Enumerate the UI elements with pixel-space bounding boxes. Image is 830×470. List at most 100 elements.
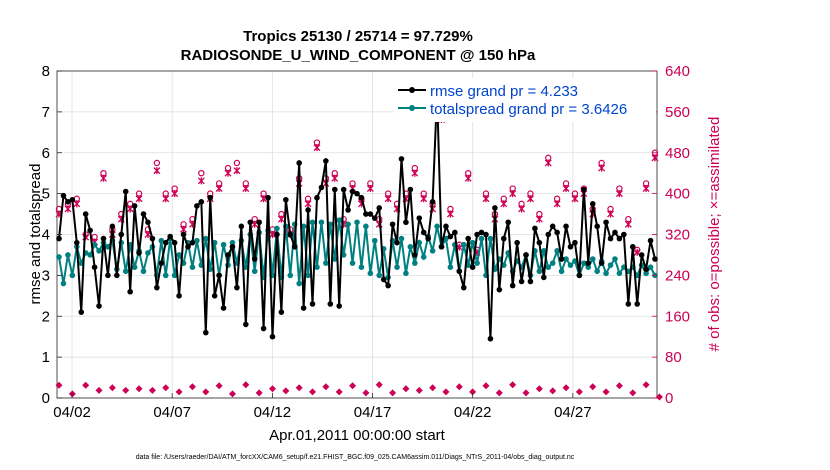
obs-bottom-point	[495, 389, 503, 397]
rmse-point	[492, 205, 498, 211]
obs-assimilated-point	[624, 220, 632, 228]
obs-bottom-point	[82, 381, 90, 389]
rmse-point	[274, 231, 280, 238]
rmse-point	[287, 231, 294, 238]
obs-bottom-point	[242, 381, 250, 389]
right-tick-label: 0	[665, 390, 673, 407]
x-tick-label: 04/22	[454, 404, 492, 421]
totalspread-point	[65, 252, 71, 258]
totalspread-point	[60, 280, 67, 287]
rmse-point	[634, 301, 641, 307]
obs-possible-point	[153, 159, 161, 167]
totalspread-point	[243, 264, 249, 271]
obs-bottom-point	[95, 386, 103, 394]
rmse-point	[140, 211, 147, 217]
totalspread-point	[549, 260, 556, 266]
rmse-point	[403, 219, 409, 226]
rmse-point	[549, 223, 556, 230]
rmse-point	[56, 235, 62, 242]
rmse-point	[354, 190, 360, 197]
rmse-point	[647, 237, 654, 244]
rmse-point	[256, 219, 262, 226]
rmse-point	[554, 229, 560, 236]
totalspread-point	[643, 270, 649, 277]
obs-assimilated-point	[242, 185, 250, 193]
obs-bottom-point	[282, 387, 290, 395]
rmse-point	[589, 201, 596, 207]
rmse-point	[612, 229, 618, 236]
x-tick-label: 04/07	[153, 404, 191, 421]
rmse-point	[345, 207, 351, 213]
rmse-point	[136, 250, 142, 256]
obs-assimilated-point	[171, 190, 179, 198]
left-tick-label: 7	[42, 104, 50, 121]
rmse-point	[616, 235, 623, 242]
rmse-point	[260, 325, 267, 332]
rmse-point	[318, 184, 325, 191]
rmse-point	[607, 235, 614, 242]
rmse-point	[314, 194, 320, 201]
rmse-point	[371, 215, 378, 221]
totalspread-point	[327, 221, 334, 228]
totalspread-point	[612, 256, 618, 262]
obs-bottom-point	[549, 387, 557, 395]
obs-bottom-point	[642, 381, 650, 389]
obs-bottom-point	[162, 384, 170, 392]
totalspread-point	[296, 280, 302, 287]
obs-bottom-point	[228, 390, 236, 398]
rmse-point	[483, 231, 489, 238]
rmse-layer	[56, 90, 658, 342]
totalspread-point	[647, 264, 654, 271]
rmse-point	[69, 196, 76, 203]
rmse-point	[211, 293, 218, 299]
right-tick-label: 400	[665, 186, 690, 203]
y-axis-label-left: rmse and totalspread	[27, 164, 44, 305]
legend-spread-label: totalspread grand pr = 3.6426	[430, 101, 627, 118]
obs-assimilated-point	[224, 169, 232, 177]
x-axis-label: Apr.01,2011 00:00:00 start	[269, 427, 446, 444]
obs-bottom-point	[295, 384, 303, 392]
rmse-point	[198, 199, 205, 205]
rmse-point	[305, 207, 311, 213]
totalspread-point	[554, 248, 560, 254]
rmse-point	[100, 235, 107, 242]
right-tick-label: 240	[665, 267, 690, 284]
rmse-point	[194, 203, 200, 209]
rmse-point	[514, 239, 520, 246]
obs-assimilated-point	[464, 174, 472, 182]
left-tick-label: 0	[42, 390, 50, 407]
rmse-point	[60, 192, 67, 199]
obs-bottom-point	[135, 385, 143, 393]
obs-assimilated-point	[651, 154, 659, 162]
totalspread-point	[403, 270, 409, 277]
totalspread-point	[345, 221, 351, 228]
obs-bottom-point	[455, 383, 463, 391]
rmse-point	[638, 252, 645, 258]
left-axis-ticks: 0 1 2 3 4 5 6 7 8	[42, 63, 62, 407]
obs-bottom-point	[575, 388, 583, 396]
rmse-point	[576, 272, 583, 279]
totalspread-point	[274, 225, 280, 232]
obs-bottom-point	[122, 386, 130, 394]
obs-bottom-point	[322, 383, 330, 391]
obs-assimilated-point	[518, 205, 526, 213]
totalspread-point	[314, 264, 320, 271]
obs-assimilated-point	[100, 174, 107, 182]
obs-bottom-point	[255, 389, 263, 397]
obs-bottom-point	[202, 388, 210, 396]
rmse-point	[394, 239, 400, 246]
totalspread-point	[536, 268, 543, 275]
totalspread-point	[171, 272, 178, 279]
rmse-point	[407, 186, 414, 193]
rmse-point	[460, 284, 467, 291]
rmse-point	[438, 243, 445, 250]
rmse-point	[220, 305, 227, 311]
rmse-point	[398, 156, 405, 162]
totalspread-point	[567, 262, 574, 268]
obs-assimilated-point	[384, 195, 392, 203]
obs-assimilated-point	[73, 200, 81, 208]
left-tick-label: 5	[42, 186, 50, 203]
rmse-point	[376, 205, 383, 211]
left-tick-label: 4	[42, 227, 50, 244]
rmse-point	[420, 229, 427, 236]
